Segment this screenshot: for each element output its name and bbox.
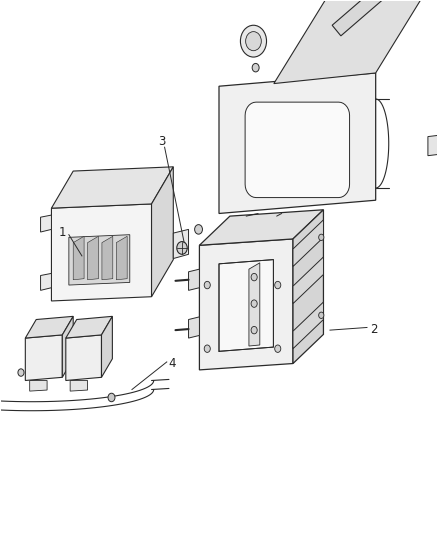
Polygon shape [116, 236, 127, 280]
Polygon shape [199, 239, 293, 370]
Circle shape [252, 63, 259, 72]
Polygon shape [293, 302, 323, 349]
Circle shape [18, 369, 24, 376]
Polygon shape [173, 229, 188, 259]
Text: 3: 3 [158, 135, 165, 148]
Polygon shape [102, 317, 113, 377]
Polygon shape [293, 210, 323, 364]
Circle shape [319, 234, 324, 240]
Polygon shape [245, 102, 350, 198]
Circle shape [177, 241, 187, 254]
Polygon shape [188, 317, 199, 338]
Polygon shape [219, 260, 273, 351]
Circle shape [251, 300, 257, 308]
Circle shape [275, 281, 281, 289]
Polygon shape [70, 381, 88, 391]
Polygon shape [293, 220, 323, 266]
Polygon shape [188, 269, 199, 290]
Circle shape [275, 345, 281, 352]
Circle shape [251, 273, 257, 281]
Circle shape [251, 326, 257, 334]
Polygon shape [66, 317, 113, 338]
Polygon shape [66, 335, 102, 381]
Polygon shape [274, 0, 428, 84]
Polygon shape [293, 257, 323, 304]
Polygon shape [41, 273, 51, 290]
Circle shape [194, 224, 202, 234]
Polygon shape [199, 210, 323, 245]
Polygon shape [51, 204, 152, 301]
Text: 4: 4 [168, 357, 176, 369]
Polygon shape [249, 263, 260, 346]
Circle shape [108, 393, 115, 402]
Polygon shape [219, 73, 376, 214]
Polygon shape [62, 317, 73, 377]
Polygon shape [69, 235, 130, 285]
Polygon shape [51, 167, 173, 208]
Text: 1: 1 [59, 225, 66, 239]
Circle shape [319, 312, 324, 318]
Polygon shape [332, 0, 393, 36]
Polygon shape [41, 215, 51, 232]
Polygon shape [428, 134, 438, 156]
Polygon shape [25, 317, 73, 338]
Text: 2: 2 [370, 322, 377, 336]
Polygon shape [73, 236, 84, 280]
Circle shape [246, 31, 261, 51]
Polygon shape [30, 381, 47, 391]
Circle shape [204, 281, 210, 289]
Polygon shape [25, 335, 62, 381]
Polygon shape [88, 236, 99, 280]
Polygon shape [102, 236, 113, 280]
Polygon shape [152, 167, 173, 297]
Circle shape [204, 345, 210, 352]
Circle shape [240, 25, 267, 57]
